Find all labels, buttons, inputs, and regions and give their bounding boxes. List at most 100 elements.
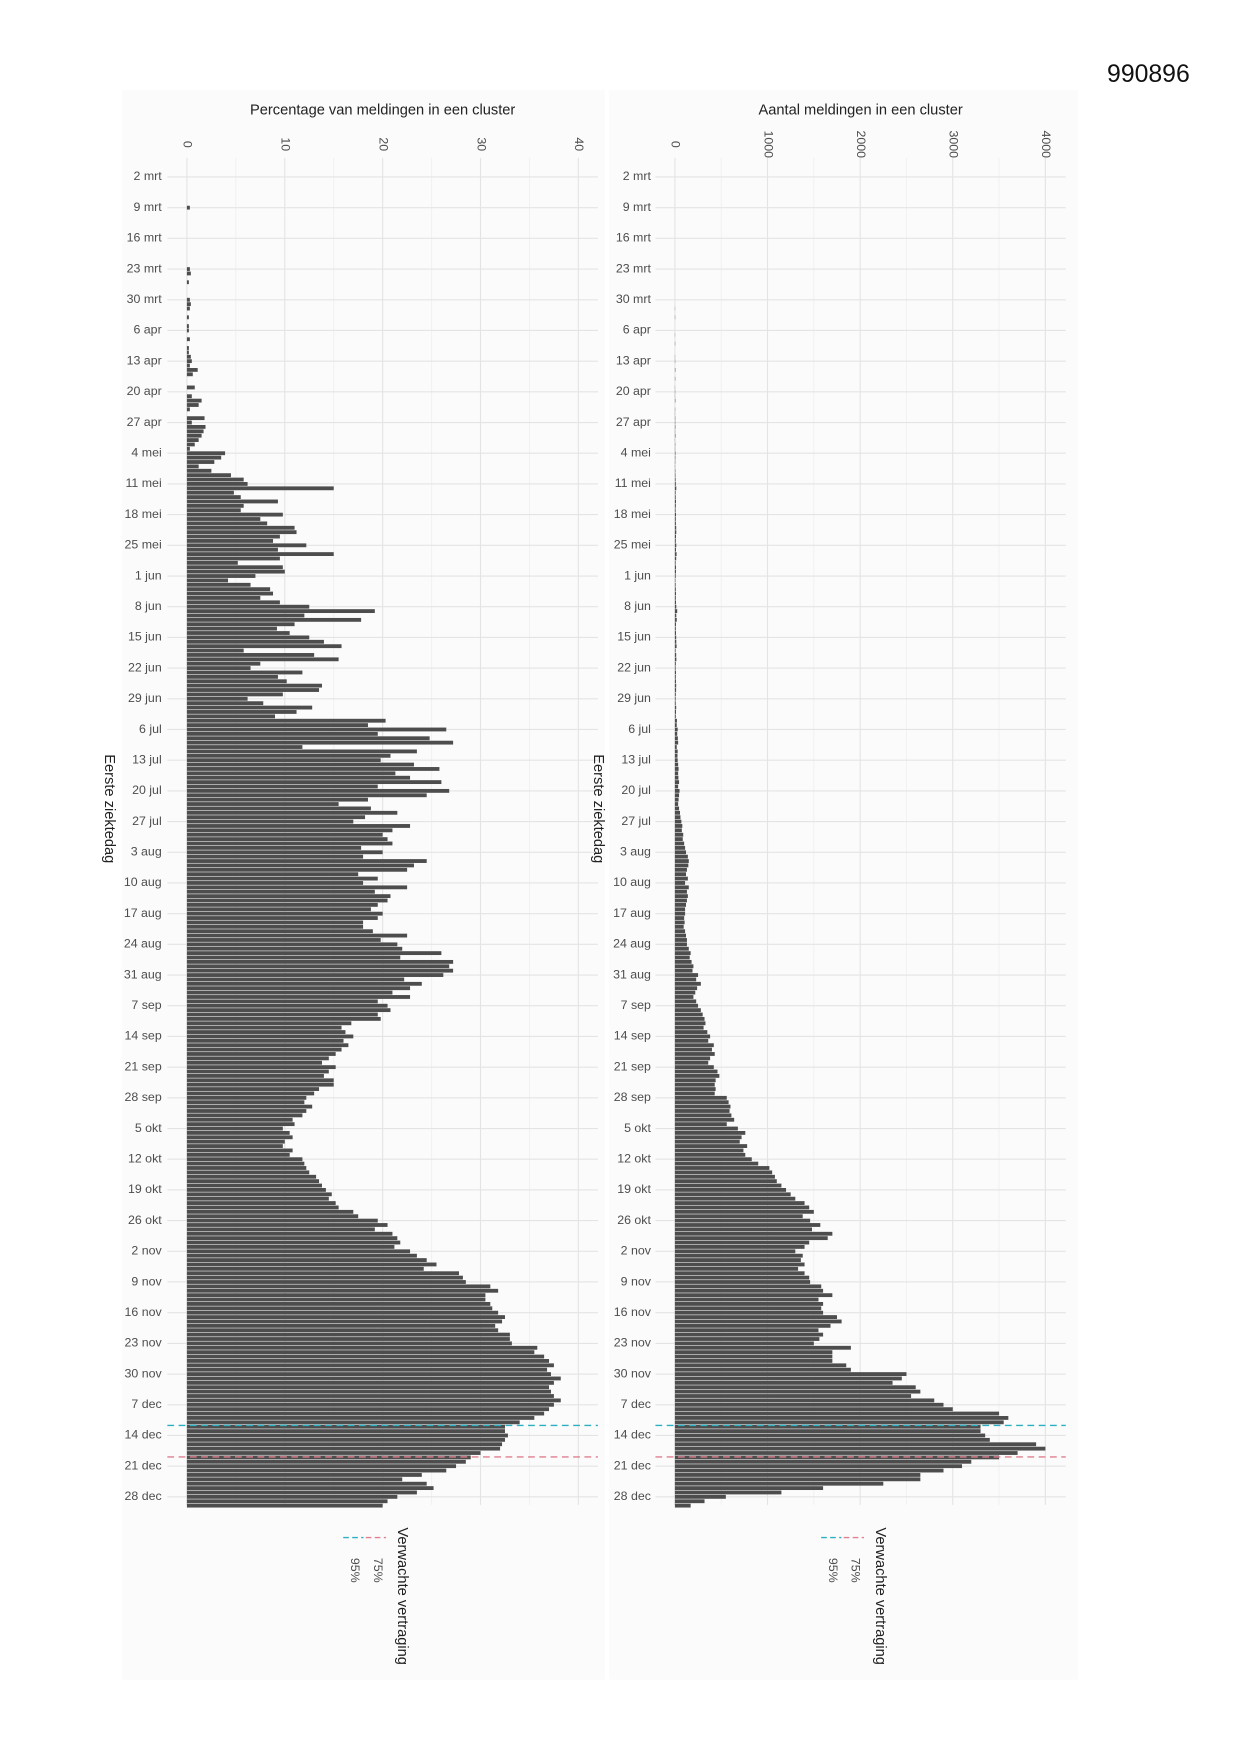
bar [674,973,699,977]
bar [186,1205,339,1210]
bar [674,1034,711,1039]
bar [674,1152,746,1157]
bar [186,574,256,578]
bar [674,477,676,482]
bar [186,841,393,846]
bar [186,872,359,877]
bar [674,683,677,688]
bar [186,710,297,714]
y-tick-label: 30 nov [125,1366,163,1380]
bar [186,661,261,666]
bar [186,1144,283,1148]
bar [674,907,686,912]
bar [186,1109,307,1113]
bar [186,1389,551,1394]
y-tick-label: 11 mei [125,476,161,490]
y-tick-label: 2 mrt [623,169,652,183]
bar [674,1306,822,1311]
bar [674,1310,824,1315]
bar [186,995,411,999]
bar [186,1284,491,1289]
y-tick-label: 16 mrt [616,231,652,245]
y-tick-label: 29 jun [617,691,651,705]
bar [674,1183,782,1188]
bar [674,569,677,574]
bar [186,1354,545,1359]
bar [674,710,677,714]
bar [186,924,364,929]
bar [186,1073,324,1078]
bar [674,657,677,662]
bar [186,534,280,539]
bar [186,591,274,596]
bar [674,1473,921,1477]
y-tick-label: 4 mei [131,445,161,459]
bar [186,1192,332,1197]
bar [674,1082,715,1087]
bar [186,543,307,548]
bar [186,539,274,543]
bar [186,1411,545,1416]
bar [186,1003,388,1008]
bar [186,407,190,412]
bar [674,635,677,640]
bar [186,1271,459,1276]
bar [186,990,393,995]
y-tick-label: 2 nov [131,1244,162,1258]
bar [674,1113,732,1118]
bar [674,1437,990,1442]
bar [186,372,193,377]
bar [186,1337,510,1341]
bar [674,631,677,635]
bar [186,688,320,692]
bar [674,1218,811,1223]
bar [674,1442,1037,1447]
bar [186,1240,401,1245]
y-tick-label: 23 mrt [127,261,163,275]
bar [186,464,199,469]
bar [186,1442,503,1447]
bar [186,1209,354,1214]
bar [186,981,422,986]
bar [674,723,677,728]
y-tick-label: 19 okt [617,1182,651,1196]
bar [186,802,339,806]
x-tick-label: 2000 [854,131,868,159]
bar [674,1104,731,1109]
bar [674,1319,842,1324]
y-tick-label: 7 dec [131,1397,161,1411]
bar [674,740,679,745]
bar [674,617,677,622]
bar [186,1179,320,1184]
bar [674,639,677,644]
bar [186,1459,466,1464]
bar [186,1420,520,1425]
bar [674,946,689,951]
bar [674,582,676,587]
bar [186,938,381,942]
bar [674,1288,824,1293]
bar [674,1389,921,1394]
bar [186,1214,359,1219]
bar [674,876,688,881]
bar [674,626,676,631]
bar [674,924,684,929]
bar [674,1398,935,1403]
bar [674,1144,748,1148]
bar [186,881,364,885]
bar [674,1258,801,1262]
bar [674,1126,738,1131]
y-tick-label: 9 mrt [623,200,652,214]
bar [186,556,280,561]
bar [186,328,189,333]
bar [186,1100,305,1105]
bar [186,1161,305,1166]
y-tick-label: 23 nov [614,1336,652,1350]
bar [674,898,687,903]
bar [186,1468,447,1473]
y-tick-label: 30 mrt [127,292,163,306]
bar [186,1424,505,1429]
bar [186,635,310,640]
bar [674,525,677,530]
bar [674,1328,819,1333]
